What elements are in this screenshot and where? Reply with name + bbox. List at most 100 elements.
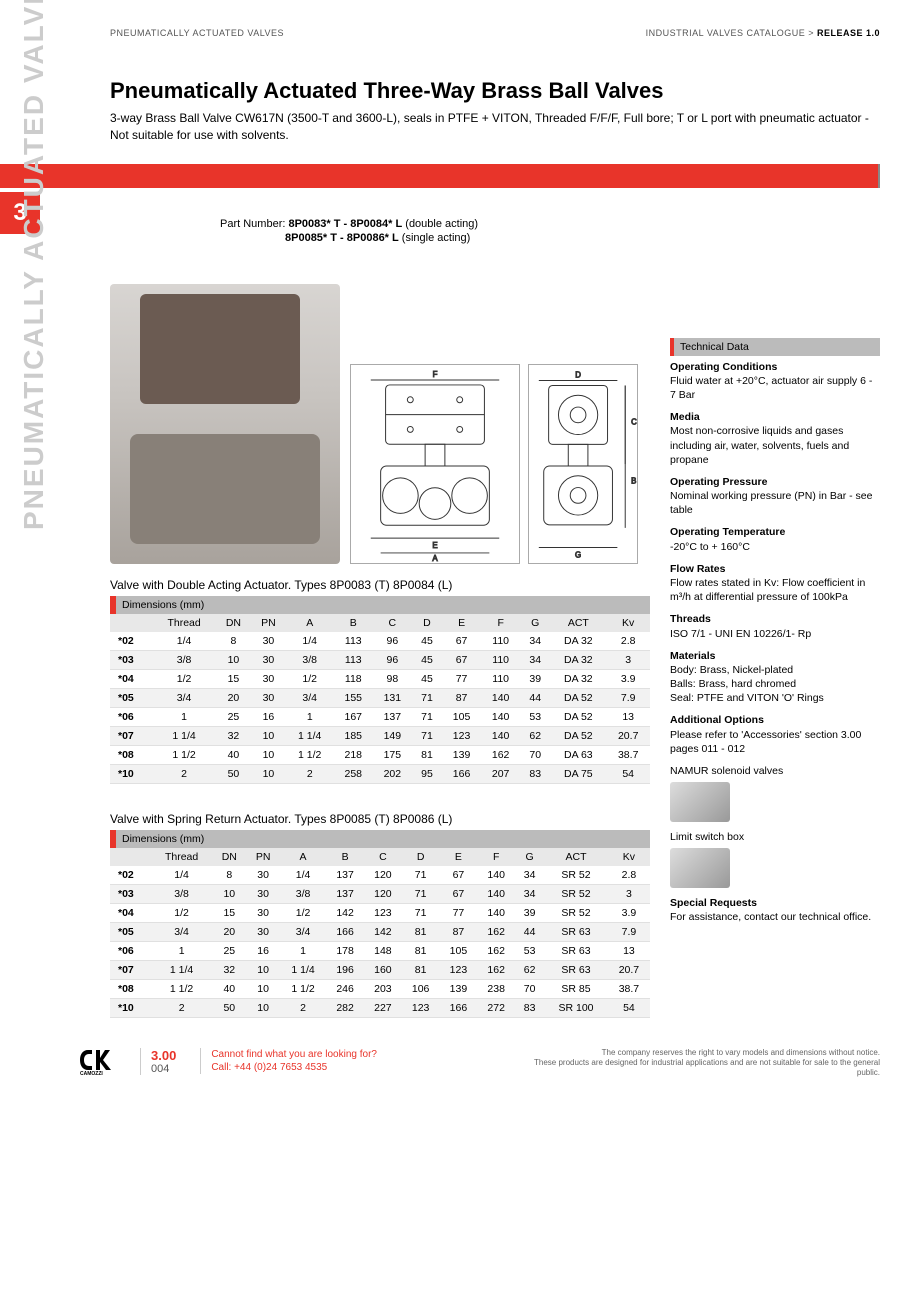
table-cell: 3/8 (280, 884, 326, 903)
table-cell: 1 (286, 707, 334, 726)
header-right-prefix: INDUSTRIAL VALVES CATALOGUE > (646, 28, 817, 38)
table-header: E (442, 614, 481, 632)
table-cell: 162 (477, 941, 515, 960)
table-cell: 67 (440, 884, 478, 903)
table-cell: 15 (212, 903, 246, 922)
disclaimer: The company reserves the right to vary m… (520, 1048, 880, 1079)
table-cell: 38.7 (606, 745, 650, 764)
table-cell: 227 (364, 998, 402, 1017)
help-line-2: Call: +44 (0)24 7653 4535 (211, 1061, 377, 1074)
table-cell: 162 (477, 960, 515, 979)
table-header: C (364, 848, 402, 866)
table-header: Thread (151, 848, 212, 866)
table-cell: 81 (412, 745, 442, 764)
table-cell: 166 (442, 764, 481, 783)
table-cell: 20.7 (608, 960, 650, 979)
table1-title: Valve with Double Acting Actuator. Types… (110, 578, 650, 592)
table-row: *061251611671377110514053DA 5213 (110, 707, 650, 726)
svg-text:D: D (575, 370, 581, 379)
tech-item-value: Please refer to 'Accessories' section 3.… (670, 728, 880, 756)
table-cell: SR 85 (544, 979, 608, 998)
table-row: *021/48301/4137120716714034SR 522.8 (110, 866, 650, 885)
table-cell: 142 (326, 903, 364, 922)
table-cell: 123 (364, 903, 402, 922)
table-cell: SR 63 (544, 922, 608, 941)
table-cell: 7.9 (606, 688, 650, 707)
table-header (110, 848, 151, 866)
table-cell: 87 (442, 688, 481, 707)
table-cell: 178 (326, 941, 364, 960)
dimension-diagram-side: D C B G (528, 364, 638, 564)
table-row: *041/215301/2142123717714039SR 523.9 (110, 903, 650, 922)
table-cell: 30 (251, 632, 286, 651)
table-cell: *07 (110, 726, 153, 745)
table-row: *041/215301/211898457711039DA 323.9 (110, 669, 650, 688)
tech-item-label: Threads (670, 612, 880, 626)
table-cell: 71 (402, 866, 440, 885)
table-cell: 10 (246, 960, 279, 979)
table-cell: 1 1/4 (280, 960, 326, 979)
svg-text:G: G (575, 550, 581, 559)
table-cell: 140 (481, 726, 520, 745)
table-cell: 44 (520, 688, 550, 707)
part-suffix-1: (double acting) (402, 218, 478, 230)
table-cell: 45 (412, 669, 442, 688)
page-number: 004 (151, 1063, 176, 1075)
svg-text:A: A (432, 553, 438, 562)
table-cell: 3/8 (286, 650, 334, 669)
table-cell: 62 (515, 960, 544, 979)
table-cell: 77 (442, 669, 481, 688)
table-header: C (373, 614, 412, 632)
tech-item-value: Flow rates stated in Kv: Flow coefficien… (670, 576, 880, 604)
table-cell: 1/2 (286, 669, 334, 688)
table-cell: 20 (216, 688, 251, 707)
svg-text:CAMOZZI: CAMOZZI (80, 1071, 103, 1076)
header-left: PNEUMATICALLY ACTUATED VALVES (110, 28, 284, 38)
table-cell: 30 (246, 884, 279, 903)
table-cell: 149 (373, 726, 412, 745)
dimensions-table-2: ThreadDNPNABCDEFGACTKv *021/48301/413712… (110, 848, 650, 1018)
table-row: *1025010228222712316627283SR 10054 (110, 998, 650, 1017)
table-cell: 3 (606, 650, 650, 669)
table-cell: 110 (481, 632, 520, 651)
table-cell: 2 (151, 998, 212, 1017)
table-header: Thread (153, 614, 216, 632)
table-cell: 77 (440, 903, 478, 922)
table-cell: *04 (110, 903, 151, 922)
table-cell: 50 (216, 764, 251, 783)
table-cell: 1 (280, 941, 326, 960)
help-text: Cannot find what you are looking for? Ca… (200, 1048, 377, 1074)
table-cell: 202 (373, 764, 412, 783)
table-cell: 140 (481, 688, 520, 707)
table-cell: 1 1/4 (151, 960, 212, 979)
table-cell: 30 (251, 688, 286, 707)
accessory-label: NAMUR solenoid valves (670, 764, 880, 778)
table-cell: 67 (442, 632, 481, 651)
table-cell: 139 (442, 745, 481, 764)
table-cell: 3.9 (606, 669, 650, 688)
table-cell: 70 (520, 745, 550, 764)
table-cell: 34 (520, 632, 550, 651)
table-cell: *02 (110, 632, 153, 651)
table-cell: 105 (440, 941, 478, 960)
table-header: PN (251, 614, 286, 632)
table-cell: *04 (110, 669, 153, 688)
table-cell: 1 (153, 707, 216, 726)
table-cell: 30 (246, 903, 279, 922)
table-cell: 140 (477, 884, 515, 903)
table-cell: 2.8 (606, 632, 650, 651)
table-cell: 67 (440, 866, 478, 885)
svg-text:F: F (433, 370, 438, 379)
table-cell: 113 (334, 650, 373, 669)
table-cell: 1/4 (286, 632, 334, 651)
table-cell: 53 (515, 941, 544, 960)
brand-logo: CAMOZZI (80, 1048, 126, 1076)
table-cell: 196 (326, 960, 364, 979)
table-cell: 32 (216, 726, 251, 745)
table-cell: 2.8 (608, 866, 650, 885)
table-header: G (520, 614, 550, 632)
table-cell: 10 (251, 745, 286, 764)
table-cell: 96 (373, 632, 412, 651)
table-cell: 50 (212, 998, 246, 1017)
table-cell: 34 (520, 650, 550, 669)
